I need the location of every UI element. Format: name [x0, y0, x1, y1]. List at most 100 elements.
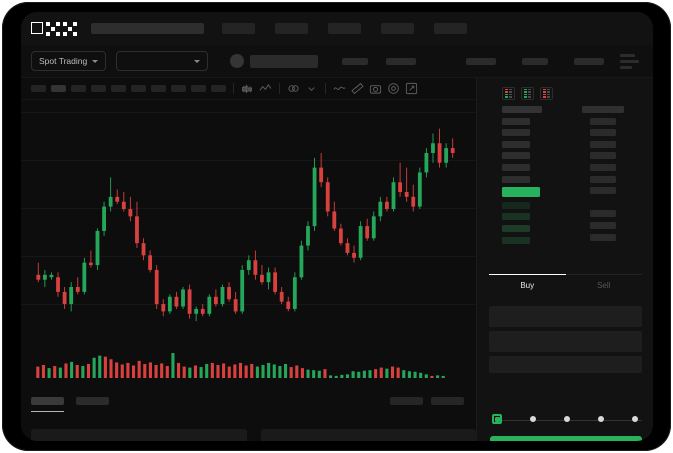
screen: Spot Trading	[21, 12, 653, 441]
timeframe-button-4[interactable]	[111, 85, 126, 92]
chevron-down-icon	[92, 59, 99, 63]
orderbook-bids-icon[interactable]	[521, 87, 534, 100]
camera-icon[interactable]	[369, 82, 382, 95]
bottom-card-row	[31, 429, 476, 441]
sub-toolbar: Spot Trading	[21, 45, 653, 78]
orderbook-size-row[interactable]	[590, 221, 616, 229]
candlestick-type-icon[interactable]	[241, 82, 254, 95]
timeframe-button-6[interactable]	[151, 85, 166, 92]
more-stats-icon[interactable]	[620, 53, 640, 69]
orderbook-ask-row[interactable]	[502, 152, 530, 160]
trading-mode-label: Spot Trading	[39, 56, 88, 66]
candlestick-series	[36, 128, 455, 322]
slider-step-4[interactable]	[632, 416, 638, 422]
bottom-card-0[interactable]	[31, 429, 247, 441]
orderbook-bid-row[interactable]	[502, 201, 530, 209]
order-book-panel: Buy Sell	[476, 78, 653, 441]
place-buy-order-button[interactable]	[490, 436, 642, 441]
order-total-input[interactable]	[489, 356, 642, 373]
stat-turnover-label	[574, 57, 605, 65]
compare-icon[interactable]	[287, 82, 300, 95]
timeframe-button-5[interactable]	[131, 85, 146, 92]
timeframe-button-0[interactable]	[31, 85, 46, 92]
orderbook-rows[interactable]	[477, 106, 653, 284]
volume-chart	[21, 340, 476, 388]
orderbook-ask-row[interactable]	[502, 129, 530, 137]
orderbook-ask-row[interactable]	[502, 175, 530, 183]
orderbook-price-column	[502, 106, 542, 248]
nav-item-2[interactable]	[328, 23, 361, 34]
orderbook-size-row[interactable]	[590, 187, 616, 195]
stat-volume-label	[522, 57, 549, 65]
price-chart[interactable]	[21, 100, 476, 340]
orderbook-view-toggles	[477, 78, 653, 106]
orderbook-size-row[interactable]	[590, 140, 616, 148]
orderbook-size-row[interactable]	[590, 152, 616, 160]
bottom-action-0[interactable]	[390, 397, 423, 405]
chevron-down-icon	[194, 59, 201, 63]
orderbook-size-row[interactable]	[590, 233, 616, 241]
nav-item-0[interactable]	[222, 23, 255, 34]
toolbar-divider	[233, 83, 234, 94]
orderbook-size-row[interactable]	[590, 175, 616, 183]
timeframe-button-8[interactable]	[191, 85, 206, 92]
tab-open-orders[interactable]	[31, 397, 64, 412]
slider-step-3[interactable]	[598, 416, 604, 422]
orderbook-ask-row[interactable]	[502, 163, 530, 171]
orderbook-current-price[interactable]	[502, 187, 540, 198]
timeframe-button-1[interactable]	[51, 85, 66, 92]
timeframe-button-3[interactable]	[91, 85, 106, 92]
global-search-field[interactable]	[91, 23, 204, 34]
orderbook-ask-row[interactable]	[502, 140, 530, 148]
slider-knob[interactable]	[492, 414, 502, 424]
slider-step-2[interactable]	[564, 416, 570, 422]
tab-buy[interactable]: Buy	[489, 274, 566, 295]
bottom-action-1[interactable]	[431, 397, 464, 405]
stat-high-label	[386, 57, 417, 65]
nav-item-3[interactable]	[381, 23, 414, 34]
tab-sell[interactable]: Sell	[597, 281, 611, 290]
orderbook-both-icon[interactable]	[502, 87, 515, 100]
orderbook-bid-row[interactable]	[502, 224, 530, 232]
order-side-tabs: Buy Sell	[489, 274, 642, 295]
orderbook-size-column	[582, 106, 624, 245]
indicators-icon[interactable]	[259, 82, 272, 95]
orderbook-size-row[interactable]	[590, 129, 616, 137]
nav-item-4[interactable]	[434, 23, 467, 34]
tab-order-history[interactable]	[76, 397, 109, 405]
fullscreen-icon[interactable]	[405, 82, 418, 95]
stat-change-label	[342, 57, 369, 65]
orderbook-asks-icon[interactable]	[540, 87, 553, 100]
settings-icon[interactable]	[387, 82, 400, 95]
trading-pair-select[interactable]	[116, 51, 209, 71]
chart-toolbar	[21, 78, 476, 100]
bottom-card-1[interactable]	[260, 429, 476, 441]
top-navigation-bar	[21, 12, 653, 45]
orderbook-size-row[interactable]	[590, 210, 616, 218]
order-price-input[interactable]	[489, 306, 642, 327]
okx-logo-icon[interactable]	[31, 21, 77, 36]
orderbook-bid-row[interactable]	[502, 213, 530, 221]
nav-item-1[interactable]	[275, 23, 308, 34]
nav-item-list	[222, 23, 467, 34]
stat-low-label	[466, 57, 497, 65]
line-style-icon[interactable]	[333, 82, 346, 95]
slider-step-1[interactable]	[530, 416, 536, 422]
order-amount-slider[interactable]	[492, 414, 642, 428]
bottom-tab-bar	[21, 390, 476, 412]
chevron-down-icon[interactable]	[305, 82, 318, 95]
orderbook-ask-row[interactable]	[502, 117, 530, 125]
timeframe-button-9[interactable]	[211, 85, 226, 92]
order-amount-input[interactable]	[489, 331, 642, 352]
bottom-tab-actions	[390, 397, 476, 405]
last-price-readout	[250, 54, 319, 68]
orderbook-bid-row[interactable]	[502, 236, 530, 244]
timeframe-button-2[interactable]	[71, 85, 86, 92]
trading-mode-dropdown[interactable]: Spot Trading	[31, 51, 107, 71]
volume-series	[36, 353, 445, 378]
orderbook-size-row[interactable]	[590, 117, 616, 125]
orderbook-size-row[interactable]	[590, 163, 616, 171]
ruler-icon[interactable]	[351, 82, 364, 95]
timeframe-button-7[interactable]	[171, 85, 186, 92]
order-form	[489, 306, 642, 377]
